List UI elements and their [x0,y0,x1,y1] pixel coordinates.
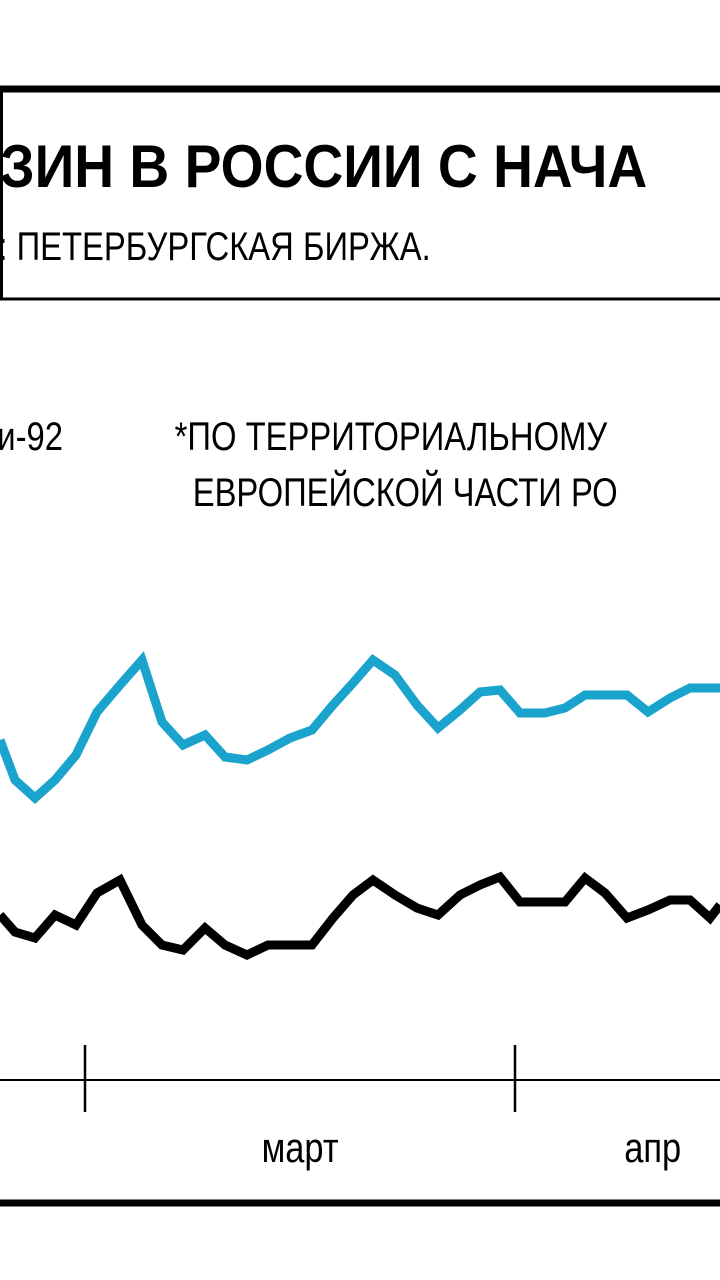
month-label: апр [624,1125,681,1172]
chart-title: ЗИН В РОССИИ С НАЧА [0,134,647,201]
month-label: март [262,1125,339,1172]
subtitle: : ПЕТЕРБУРГСКАЯ БИРЖА. [0,224,431,269]
legend-label: Аи-92 [0,414,63,459]
data-line [0,871,720,960]
footnote: *ПО ТЕРРИТОРИАЛЬНОМУ [175,414,608,459]
data-line [0,651,720,805]
footnote: ЕВРОПЕЙСКОЙ ЧАСТИ РО [193,469,618,515]
